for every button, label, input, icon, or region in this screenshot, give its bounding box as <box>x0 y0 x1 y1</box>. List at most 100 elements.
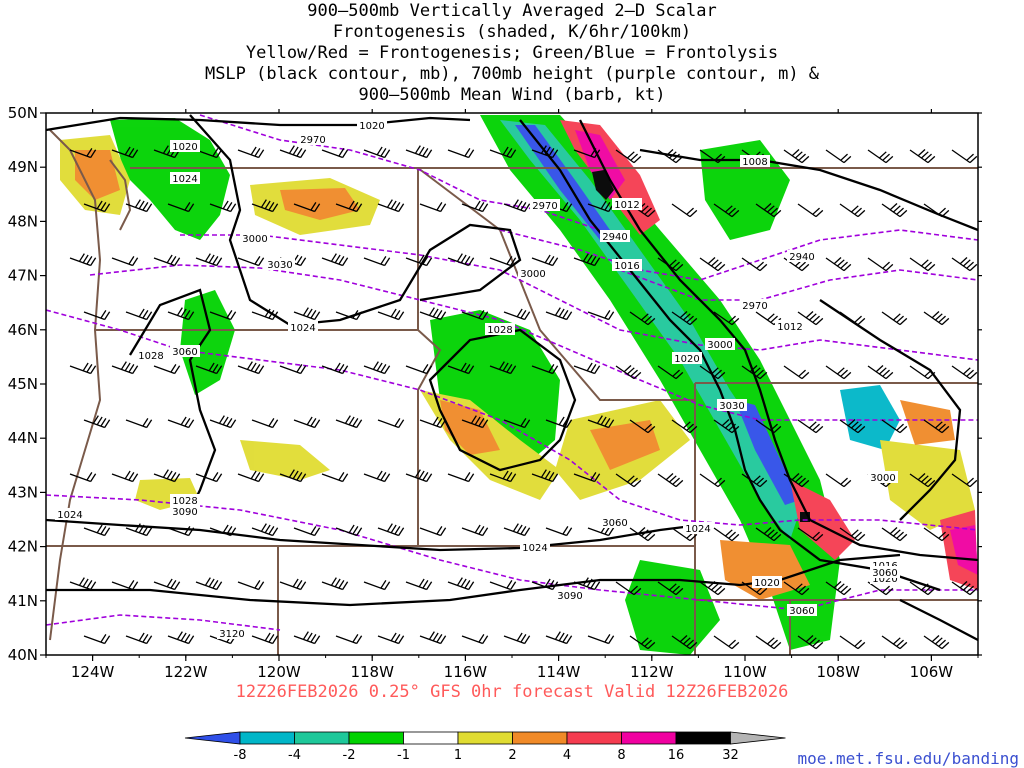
colorbar-label: 32 <box>722 748 739 763</box>
valid-time-label: 12Z26FEB2026 0.25° GFS 0hr forecast Vali… <box>236 682 789 702</box>
wind-barb <box>293 416 321 429</box>
mslp-label-text: 1012 <box>777 322 802 333</box>
wind-barb <box>531 578 559 591</box>
wind-barb <box>503 523 531 537</box>
height-label-text: 3060 <box>172 347 197 358</box>
wind-barb <box>363 146 391 159</box>
wind-barb <box>615 149 642 164</box>
wind-barb <box>461 200 489 213</box>
wind-barb <box>755 419 782 434</box>
wind-barb <box>125 418 153 429</box>
wind-barb <box>825 581 852 596</box>
mslp-label-text: 1020 <box>872 574 897 585</box>
mslp-label-text: 1024 <box>57 510 82 521</box>
wind-barb <box>545 416 573 429</box>
height-label-text: 2970 <box>742 301 767 312</box>
height-label: 3000 <box>518 267 548 280</box>
wind-barb <box>545 631 573 645</box>
mslp-label: 1020 <box>672 352 702 365</box>
wind-barb <box>615 473 642 488</box>
wind-barb <box>629 311 656 326</box>
shade-frontogenesis-south <box>240 440 330 480</box>
wind-barb <box>839 635 866 650</box>
wind-barb <box>531 254 559 267</box>
height-label: 2970 <box>530 199 560 212</box>
height-label: 3030 <box>265 258 295 271</box>
wind-barb <box>153 578 181 591</box>
colorbar-label: -8 <box>234 748 247 763</box>
wind-barb <box>461 415 489 429</box>
colorbar-segment <box>566 731 622 745</box>
height-contour-3090 <box>46 494 978 611</box>
lon-tick-label: 118W <box>350 663 394 681</box>
wind-barb <box>951 365 978 380</box>
mslp-label-text: 1024 <box>685 524 710 535</box>
wind-barb <box>363 580 391 591</box>
wind-barb <box>713 635 740 650</box>
wind-barb <box>489 146 517 159</box>
wind-barb <box>363 256 391 267</box>
lat-tick-label: 47N <box>8 267 38 285</box>
colorbar-label: -1 <box>397 748 410 763</box>
wind-barb <box>321 472 349 483</box>
lon-tick-label: 124W <box>71 663 115 681</box>
wind-barb <box>125 523 153 537</box>
mslp-label: 1024 <box>683 522 713 535</box>
height-label-text: 3060 <box>602 518 627 529</box>
height-label: 2970 <box>740 299 770 312</box>
wind-barb <box>251 523 279 537</box>
wind-barb <box>69 577 97 591</box>
lon-tick-label: 108W <box>816 663 860 681</box>
wind-barb <box>195 577 223 591</box>
height-label: 2940 <box>600 230 630 243</box>
wind-barb <box>797 311 824 326</box>
mslp-contour-1024-loop <box>189 114 522 327</box>
wind-barb <box>629 419 656 434</box>
wind-barb <box>713 527 740 542</box>
height-label: 3120 <box>217 627 247 640</box>
wind-barb <box>293 526 321 537</box>
wind-barb <box>503 308 531 321</box>
wind-barb <box>755 635 782 650</box>
wind-barb <box>615 365 642 380</box>
colorbar-segment <box>512 731 568 745</box>
wind-barb <box>111 361 139 375</box>
wind-barb <box>167 526 195 537</box>
mslp-contour-1020-south <box>46 553 901 607</box>
mslp-contour-1012-east <box>819 299 962 521</box>
height-label-text: 3060 <box>789 606 814 617</box>
colorbar: -8 -4 -2 -1 1 2 4 8 16 32 <box>184 731 786 763</box>
wind-barb <box>573 472 601 483</box>
mslp-label-text: 1024 <box>522 543 547 554</box>
shade-blue-core-north <box>515 125 610 240</box>
lon-tick-label: 122W <box>164 663 208 681</box>
wind-barb <box>237 256 265 267</box>
wind-barb <box>587 524 615 537</box>
mslp-label: 1012 <box>612 198 642 211</box>
height-label-text: 2970 <box>300 135 325 146</box>
height-contour-3000 <box>180 234 978 361</box>
mslp-label: 1028 <box>170 494 200 507</box>
wind-barb <box>503 632 531 645</box>
mslp-label: 1020 <box>752 576 782 589</box>
wind-barb <box>881 311 908 326</box>
wind-barb <box>867 365 894 380</box>
shade-orange-nw <box>75 150 120 200</box>
wind-barb <box>699 473 726 488</box>
wind-barb <box>209 524 237 537</box>
shade-frontolysis-band-north <box>480 115 840 650</box>
wind-barb <box>657 149 684 164</box>
wind-barb <box>825 365 852 380</box>
wind-barb <box>629 635 656 650</box>
wind-barb <box>573 148 601 159</box>
wind-barb <box>573 253 601 267</box>
wind-barb <box>335 200 363 213</box>
height-label-text: 2940 <box>789 252 814 263</box>
colorbar-segment <box>457 731 513 745</box>
wind-barb <box>461 634 489 645</box>
wind-barb <box>545 307 573 321</box>
wind-barb <box>111 146 139 159</box>
height-label: 3000 <box>868 471 898 484</box>
wind-barb <box>573 577 601 591</box>
wind-barb <box>783 581 810 596</box>
